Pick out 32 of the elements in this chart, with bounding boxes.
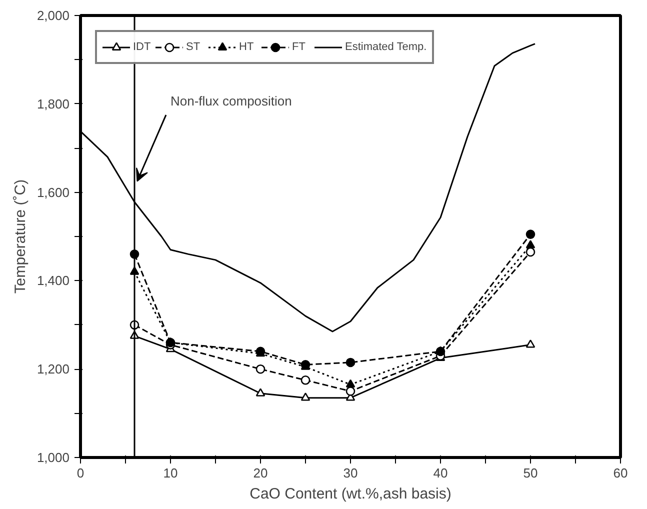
x-tick-label: 10 — [163, 466, 178, 480]
point — [346, 358, 356, 368]
x-axis-title: CaO Content (wt.%,ash basis) — [250, 486, 452, 502]
y-tick-label: 1,800 — [36, 96, 70, 112]
point — [256, 364, 266, 374]
y-tick-label: 2,000 — [36, 8, 70, 23]
y-tick-label: 1,400 — [36, 273, 70, 288]
point — [526, 230, 536, 239]
legend-label: Estimated Temp. — [345, 41, 427, 53]
point — [526, 247, 536, 257]
x-tick-label: 0 — [76, 466, 84, 480]
legend-label: ST — [186, 41, 202, 53]
ref-line-label: Non-flux composition — [170, 93, 292, 108]
legend-label: HT — [239, 41, 255, 53]
point — [300, 392, 310, 401]
legend-label: IDT — [133, 41, 152, 53]
y-axis-title: Temperature (˚C) — [12, 179, 29, 294]
x-tick-label: 40 — [433, 466, 448, 480]
x-tick-label: 60 — [613, 466, 628, 480]
x-tick-label: 20 — [253, 466, 268, 480]
point — [526, 340, 536, 348]
point — [346, 386, 356, 396]
x-tick-label: 50 — [523, 466, 538, 480]
point — [346, 379, 356, 388]
y-tick-label: 1,000 — [36, 450, 70, 465]
point — [300, 376, 310, 385]
point — [526, 240, 536, 248]
y-tick-label: 1,200 — [36, 362, 70, 377]
y-tick-label: 1,600 — [36, 184, 70, 200]
point — [256, 388, 266, 396]
x-tick-label: 30 — [343, 466, 358, 480]
legend-label: FT — [292, 41, 306, 53]
